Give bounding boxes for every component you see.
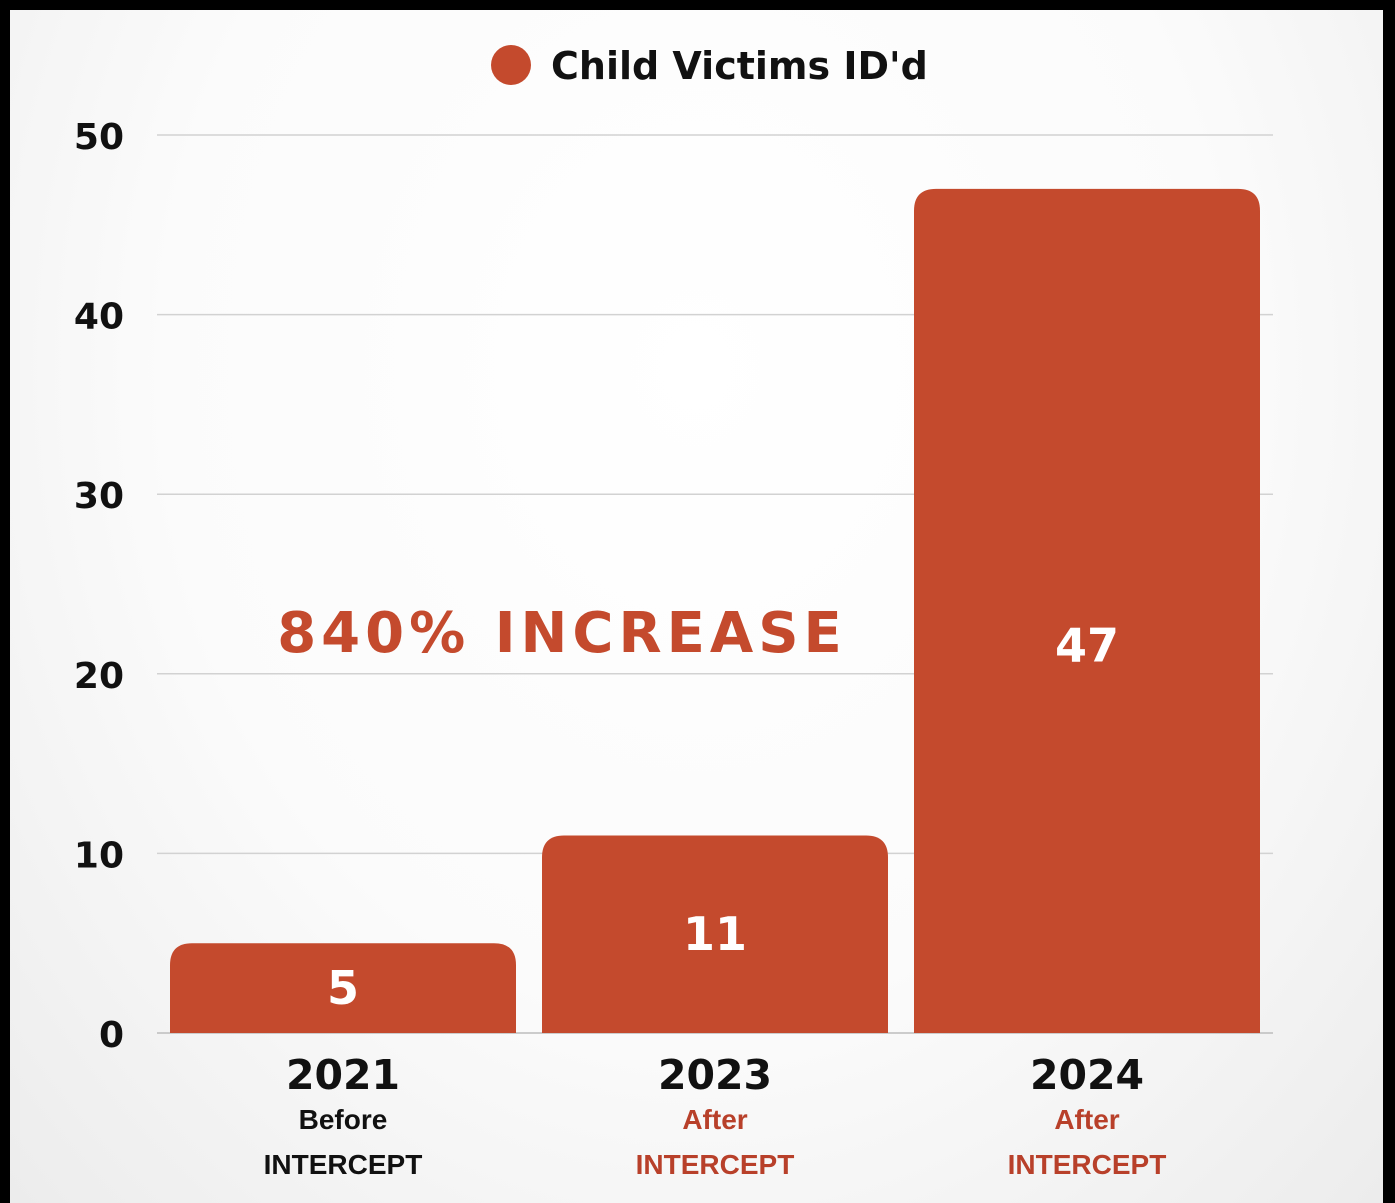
legend-label: Child Victims ID'd xyxy=(551,44,928,88)
legend: Child Victims ID'd xyxy=(491,44,928,88)
y-tick-label: 0 xyxy=(99,1015,124,1056)
bar xyxy=(170,943,516,1033)
x-sublabel: INTERCEPT xyxy=(1008,1149,1167,1180)
x-tick-label: 2021 xyxy=(286,1051,400,1099)
legend-marker xyxy=(491,45,531,85)
bar xyxy=(542,835,888,1033)
bar-value-label: 11 xyxy=(683,907,747,961)
x-tick-label: 2023 xyxy=(658,1051,772,1099)
x-sublabel: INTERCEPT xyxy=(264,1149,423,1180)
x-sublabel: INTERCEPT xyxy=(636,1149,795,1180)
y-tick-label: 20 xyxy=(74,656,124,697)
x-sublabel: After xyxy=(1054,1104,1119,1135)
x-sublabel: Before xyxy=(299,1104,388,1135)
y-tick-label: 50 xyxy=(74,117,124,158)
increase-annotation: 840% INCREASE xyxy=(277,601,847,666)
x-axis: 2021 Before INTERCEPT 2023 After INTERCEPT 202… xyxy=(264,1051,1167,1180)
bar xyxy=(914,188,1260,1033)
bar-value-label: 47 xyxy=(1055,619,1119,673)
x-sublabel: After xyxy=(682,1104,747,1135)
y-tick-label: 10 xyxy=(74,835,124,876)
bars: 5 11 47 xyxy=(170,188,1260,1033)
y-axis: 0 10 20 30 40 50 xyxy=(74,117,124,1056)
x-tick-label: 2024 xyxy=(1030,1051,1144,1099)
y-tick-label: 30 xyxy=(74,476,124,517)
bar-value-label: 5 xyxy=(327,961,359,1015)
y-tick-label: 40 xyxy=(74,297,124,338)
